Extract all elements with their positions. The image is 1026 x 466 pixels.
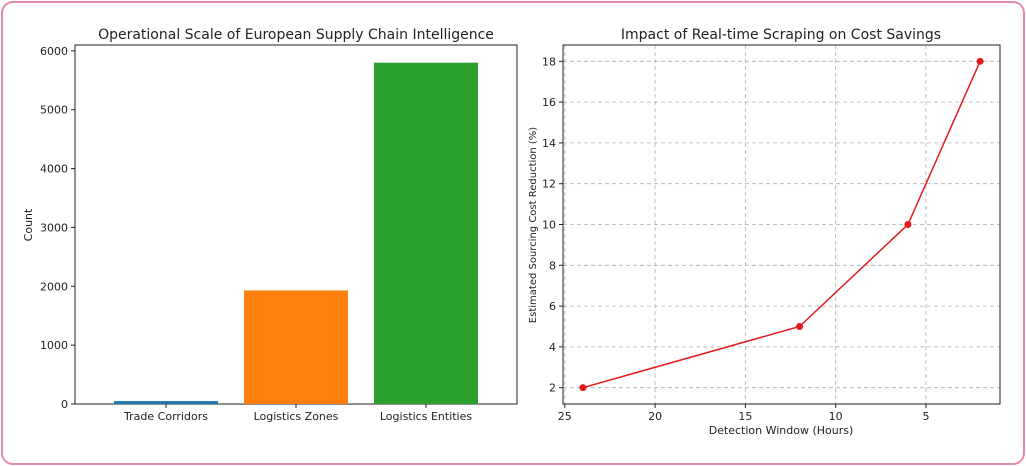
line-y-tick-label: 6 xyxy=(549,300,556,313)
line-series xyxy=(579,57,984,392)
bar-x-tick-label: Logistics Entities xyxy=(380,410,473,423)
line-x-tick-label: 5 xyxy=(922,410,929,423)
bar-x-ticks: Trade Corridors Logistics Zones Logistics … xyxy=(123,404,472,423)
bar-y-tick-label: 3000 xyxy=(40,221,68,234)
bar-y-tick-label: 2000 xyxy=(40,280,68,293)
line-chart-title: Impact of Real-time Scraping on Cost Sav… xyxy=(621,27,941,43)
line-y-tick-label: 16 xyxy=(542,96,556,109)
line-x-tick-label: 20 xyxy=(648,410,662,423)
line-y-tick-label: 14 xyxy=(542,137,556,150)
line-x-ticks: 25 20 15 10 5 xyxy=(558,404,929,423)
line-y-tick-label: 4 xyxy=(549,341,556,354)
bar-y-tick-label: 4000 xyxy=(40,163,68,176)
bar-chart-title: Operational Scale of European Supply Cha… xyxy=(98,27,494,43)
bar-chart: Operational Scale of European Supply Cha… xyxy=(22,27,518,423)
line-y-tick-label: 10 xyxy=(542,219,556,232)
bar-y-tick-label: 5000 xyxy=(40,104,68,117)
bar-x-tick-label: Logistics Zones xyxy=(254,410,339,423)
line-series-path xyxy=(582,61,981,389)
bar-y-tick-label: 0 xyxy=(61,398,68,411)
line-y-tick-label: 18 xyxy=(542,55,556,68)
bar-bars xyxy=(114,62,478,405)
line-x-tick-label: 15 xyxy=(738,410,752,423)
line-data-point xyxy=(976,57,984,65)
bar-y-tick-label: 1000 xyxy=(40,339,68,352)
bar-trade-corridors xyxy=(114,401,218,404)
bar-logistics-entities xyxy=(374,62,478,405)
line-y-ticks: 2 4 6 8 10 12 14 16 18 xyxy=(542,55,563,395)
line-x-tick-label: 25 xyxy=(558,410,572,423)
line-y-tick-label: 8 xyxy=(549,259,556,272)
line-x-tick-label: 10 xyxy=(829,410,843,423)
line-y-label: Estimated Sourcing Cost Reduction (%) xyxy=(528,127,539,324)
line-data-point xyxy=(579,384,587,392)
line-data-point xyxy=(904,221,912,228)
line-y-tick-label: 12 xyxy=(542,178,556,191)
bar-y-ticks: 0 1000 2000 3000 4000 5000 6000 xyxy=(40,45,75,411)
line-data-point xyxy=(796,322,804,330)
line-chart: Impact of Real-time Scraping on Cost Sav… xyxy=(528,27,1001,437)
line-y-tick-label: 2 xyxy=(549,382,556,395)
bar-y-tick-label: 6000 xyxy=(40,45,68,58)
line-grid xyxy=(563,45,1000,404)
bar-y-label: Count xyxy=(22,208,35,241)
line-x-label: Detection Window (Hours) xyxy=(709,424,854,437)
bar-logistics-zones xyxy=(244,290,348,404)
bar-x-tick-label: Trade Corridors xyxy=(123,410,208,423)
